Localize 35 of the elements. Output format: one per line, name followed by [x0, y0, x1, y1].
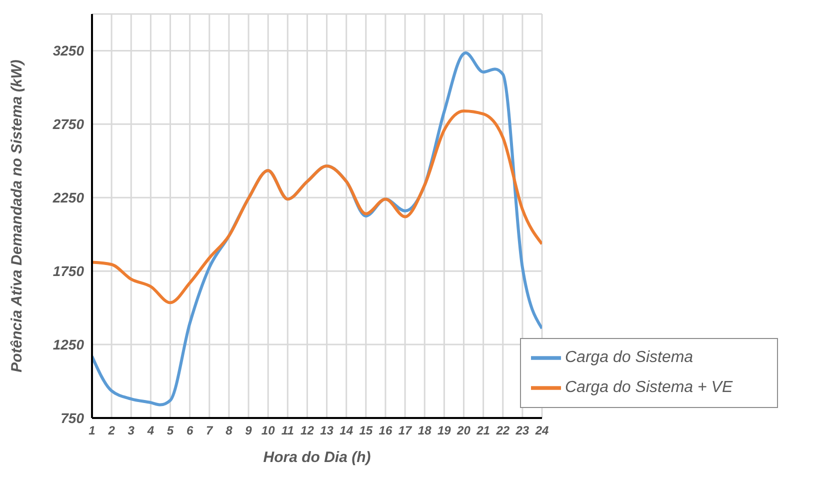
x-tick-label: 15: [359, 424, 373, 438]
x-tick-label: 1: [88, 424, 96, 438]
legend-label: Carga do Sistema + VE: [565, 379, 733, 396]
x-tick-label: 4: [146, 424, 154, 438]
x-tick-label: 8: [226, 424, 233, 438]
y-tick-label: 1750: [52, 263, 84, 280]
y-tick-label: 1250: [52, 336, 84, 353]
y-tick-label: 2250: [52, 190, 84, 206]
x-tick-label: 23: [514, 424, 530, 438]
x-tick-label: 21: [476, 424, 490, 438]
x-tick-label: 20: [456, 424, 471, 438]
x-tick-label: 2: [107, 424, 116, 438]
line-series: [92, 109, 542, 304]
x-tick-label: 14: [340, 424, 354, 438]
x-tick-label: 3: [128, 424, 135, 438]
legend-label: Carga do Sistema: [565, 349, 694, 366]
y-tick-label: 750: [60, 410, 84, 426]
x-tick-label: 19: [437, 424, 452, 438]
x-tick-label: 24: [534, 424, 549, 438]
x-tick-label: 12: [300, 424, 314, 438]
x-tick-label: 22: [495, 424, 510, 438]
x-tick-label: 9: [245, 424, 252, 438]
x-tick-label: 13: [320, 424, 334, 438]
x-tick-label: 17: [398, 424, 414, 438]
x-tick-label: 16: [378, 424, 392, 438]
x-tick-label: 18: [418, 424, 432, 438]
x-tick-label: 7: [206, 424, 214, 438]
x-tick-label: 6: [186, 424, 194, 438]
x-tick-label: 5: [166, 424, 174, 438]
x-tick-label: 11: [281, 424, 294, 438]
x-tick-label: 10: [261, 424, 276, 438]
y-tick-label: 3250: [52, 42, 84, 59]
x-axis-title: Hora do Dia (h): [263, 449, 371, 466]
y-tick-label: 2750: [52, 116, 84, 132]
y-axis-title: Potência Ativa Demandada no Sistema (kW): [8, 60, 26, 372]
